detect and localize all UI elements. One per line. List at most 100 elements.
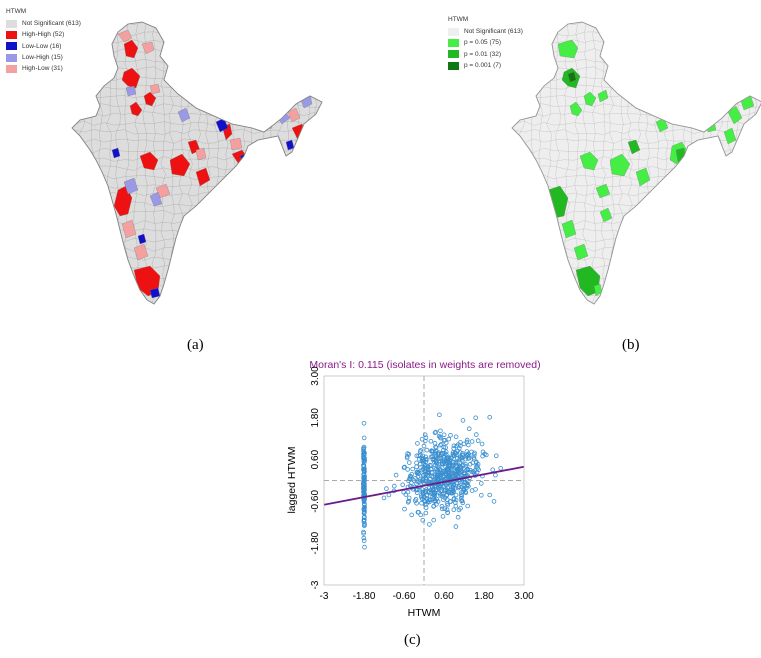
legend-a-swatch-0 [6, 19, 17, 28]
scatter-point [416, 509, 421, 515]
scatter-point [361, 474, 367, 480]
district-border [512, 138, 761, 144]
scatter-point [469, 449, 474, 455]
scatter-point [442, 453, 447, 459]
legend-a-item-high-high: High-High (52) [6, 29, 81, 40]
scatter-point [442, 458, 447, 464]
district-border [690, 23, 696, 304]
scatter-point [465, 503, 471, 509]
scatter-point [459, 479, 465, 485]
district-border [512, 273, 761, 279]
district-high-low [149, 83, 161, 95]
district-low-low [111, 147, 121, 159]
district-high-low [141, 41, 155, 55]
scatter-point [437, 483, 442, 489]
scatter-point [425, 473, 431, 479]
scatter-point [406, 495, 412, 501]
legend-b-swatch-2 [448, 50, 459, 59]
scatter-point [478, 481, 484, 486]
legend-b-swatch-3 [448, 61, 459, 70]
scatter-point [402, 464, 407, 470]
scatter-point [447, 458, 452, 463]
scatter-point [459, 498, 465, 504]
x-tick-label: -0.60 [393, 591, 416, 602]
scatter-point [439, 506, 445, 512]
district-border [512, 120, 761, 126]
scatter-point [460, 452, 466, 458]
scatter-point [441, 438, 447, 443]
scatter-point [467, 461, 473, 467]
district-border [726, 23, 732, 304]
scatter-point [465, 467, 471, 473]
district-low-high [125, 85, 137, 97]
x-tick-label: 3.00 [514, 591, 534, 602]
scatter-point [451, 446, 457, 451]
scatter-point [451, 443, 457, 449]
scatter-point [475, 438, 481, 444]
scatter-point [453, 434, 459, 440]
caption-a: (a) [187, 337, 204, 353]
district-border [512, 255, 761, 261]
legend-b-item-p005: p = 0.05 (75) [448, 37, 523, 48]
lisa-cluster-map [71, 21, 323, 305]
scatter-point [424, 493, 430, 499]
scatter-point [432, 491, 437, 497]
scatter-point [431, 517, 437, 523]
scatter-point [401, 465, 407, 470]
district-border [699, 23, 705, 304]
scatter-point [434, 458, 439, 464]
scatter-point [441, 432, 447, 438]
scatter-point [421, 443, 427, 449]
scatter-point [443, 445, 448, 450]
lisa-significance-map [502, 21, 761, 305]
india-outline-b [511, 21, 761, 305]
scatter-point [439, 461, 445, 467]
scatter-point [414, 464, 419, 470]
scatter-point [444, 507, 450, 513]
scatter-point [448, 432, 453, 438]
scatter-point [444, 457, 450, 463]
district-p005 [583, 91, 597, 107]
scatter-point [466, 453, 472, 459]
scatter-point [424, 501, 429, 507]
scatter-point [460, 462, 466, 468]
scatter-point [490, 467, 496, 473]
district-low-high [177, 107, 191, 123]
scatter-point [446, 436, 452, 442]
district-p005 [557, 39, 579, 59]
scatter-point [434, 460, 440, 466]
scatter-point [438, 441, 444, 447]
legend-a-item-low-low: Low-Low (16) [6, 41, 81, 52]
scatter-point [473, 432, 479, 437]
scatter-point [457, 456, 463, 462]
scatter-point [451, 507, 457, 513]
scatter-point [439, 503, 445, 509]
legend-a-swatch-1 [6, 30, 17, 39]
district-border [735, 23, 741, 304]
plot-frame [323, 375, 525, 586]
y-tick-label: -1.80 [310, 531, 321, 554]
legend-a-item-not-significant: Not Significant (613) [6, 18, 81, 29]
scatter-point [405, 467, 411, 472]
scatter-point [434, 469, 440, 475]
legend-a-label-4: High-Low (31) [22, 65, 63, 73]
scatter-point [361, 435, 367, 441]
scatter-point [448, 499, 454, 504]
district-high-low [121, 219, 137, 239]
scatter-point [427, 522, 432, 527]
scatter-point [459, 469, 465, 474]
scatter-point [433, 453, 439, 459]
scatter-point [449, 490, 454, 496]
district-low-low [137, 233, 147, 245]
district-border [528, 23, 534, 304]
scatter-point [428, 463, 433, 469]
scatter-point [464, 449, 470, 454]
district-border [681, 23, 687, 304]
scatter-point [391, 483, 397, 489]
district-border [502, 24, 507, 304]
scatter-point [454, 469, 459, 474]
scatter-point [421, 461, 426, 467]
scatter-point [466, 426, 472, 432]
scatter-point [487, 492, 493, 498]
scatter-point [455, 514, 461, 520]
